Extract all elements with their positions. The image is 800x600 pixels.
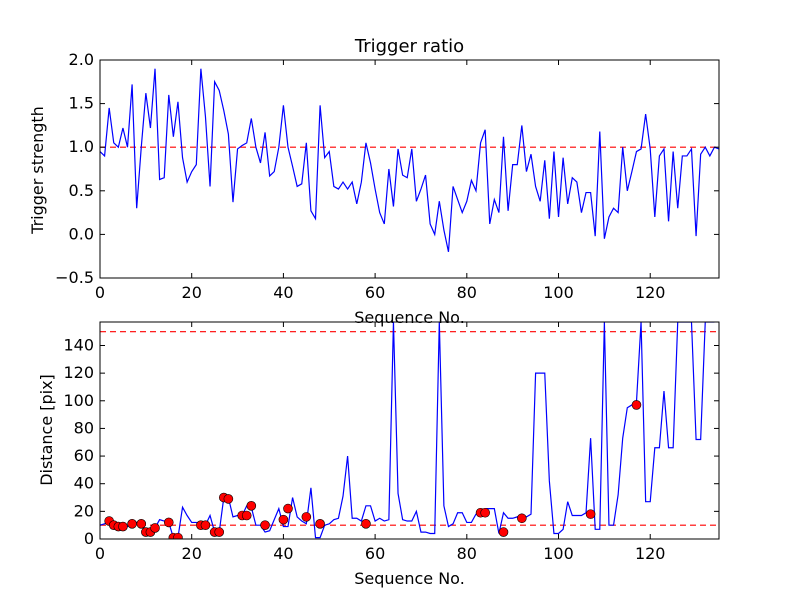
x-tick-label: 40 xyxy=(273,544,293,563)
x-axis-label: Sequence No. xyxy=(354,569,465,588)
x-tick-label: 20 xyxy=(182,544,202,563)
data-point-marker xyxy=(480,507,490,518)
x-tick-label: 100 xyxy=(543,544,574,563)
y-tick-label: 1.5 xyxy=(69,94,94,113)
y-tick-label: 120 xyxy=(63,363,94,382)
trigger-ratio-chart: Trigger ratio 0 20 40 60 80 100 120 −0.5 0.0 0.5 1… xyxy=(28,36,720,327)
data-point-marker xyxy=(163,517,174,528)
x-axis-label: Sequence No. xyxy=(354,308,465,327)
y-tick-label: 60 xyxy=(74,446,94,465)
data-point-marker xyxy=(631,400,642,410)
y-tick-label: 0 xyxy=(84,529,94,548)
x-tick-label: 100 xyxy=(543,283,574,302)
x-tick-label: 0 xyxy=(95,544,105,563)
data-point-marker xyxy=(150,523,160,533)
y-tick-label: 0.0 xyxy=(69,224,94,243)
y-axis-label: Trigger strength xyxy=(28,106,47,235)
series-line xyxy=(100,68,719,252)
y-tick-label: 20 xyxy=(74,501,94,520)
y-tick-label: 2.0 xyxy=(69,50,94,69)
data-point-marker xyxy=(301,512,312,522)
data-point-marker xyxy=(517,513,527,524)
data-point-marker xyxy=(214,527,225,537)
y-tick-label: −0.5 xyxy=(55,268,94,287)
x-tick-label: 40 xyxy=(273,283,293,302)
data-point-marker xyxy=(585,509,596,519)
series-line xyxy=(100,322,715,539)
data-point-marker xyxy=(246,501,257,511)
plot-frame xyxy=(99,321,720,540)
y-tick-label: 1.0 xyxy=(69,137,94,156)
y-axis-label: Distance [pix] xyxy=(37,374,56,486)
data-point-marker xyxy=(315,518,325,529)
data-point-marker xyxy=(200,520,211,530)
x-tick-label: 60 xyxy=(365,283,385,302)
data-point-marker xyxy=(118,521,128,532)
data-point-marker xyxy=(127,518,137,529)
data-point-marker xyxy=(241,510,252,521)
y-tick-label: 100 xyxy=(63,391,94,410)
y-tick-label: 0.5 xyxy=(69,181,94,200)
data-point-marker xyxy=(361,518,371,529)
data-point-marker xyxy=(173,532,183,539)
plot-frame xyxy=(99,59,720,279)
x-tick-label: 60 xyxy=(365,544,385,563)
x-tick-label: 120 xyxy=(635,544,666,563)
data-point-marker xyxy=(283,503,293,514)
data-point-marker xyxy=(223,494,234,504)
x-tick-label: 0 xyxy=(95,283,105,302)
data-point-marker xyxy=(260,520,270,530)
x-tick-label: 120 xyxy=(635,283,666,302)
x-tick-label: 80 xyxy=(457,544,477,563)
x-tick-label: 80 xyxy=(457,283,477,302)
x-tick-label: 20 xyxy=(182,283,202,302)
data-point-marker xyxy=(136,518,147,529)
y-tick-label: 140 xyxy=(63,335,94,354)
y-tick-label: 40 xyxy=(74,474,94,493)
data-point-marker xyxy=(498,527,509,537)
y-tick-label: 80 xyxy=(74,418,94,437)
data-point-marker xyxy=(278,514,289,525)
chart-title: Trigger ratio xyxy=(354,36,464,57)
distance-chart: 0 20 40 60 80 100 120 0 20 40 60 80 100 120 140 Sequen… xyxy=(37,321,720,588)
